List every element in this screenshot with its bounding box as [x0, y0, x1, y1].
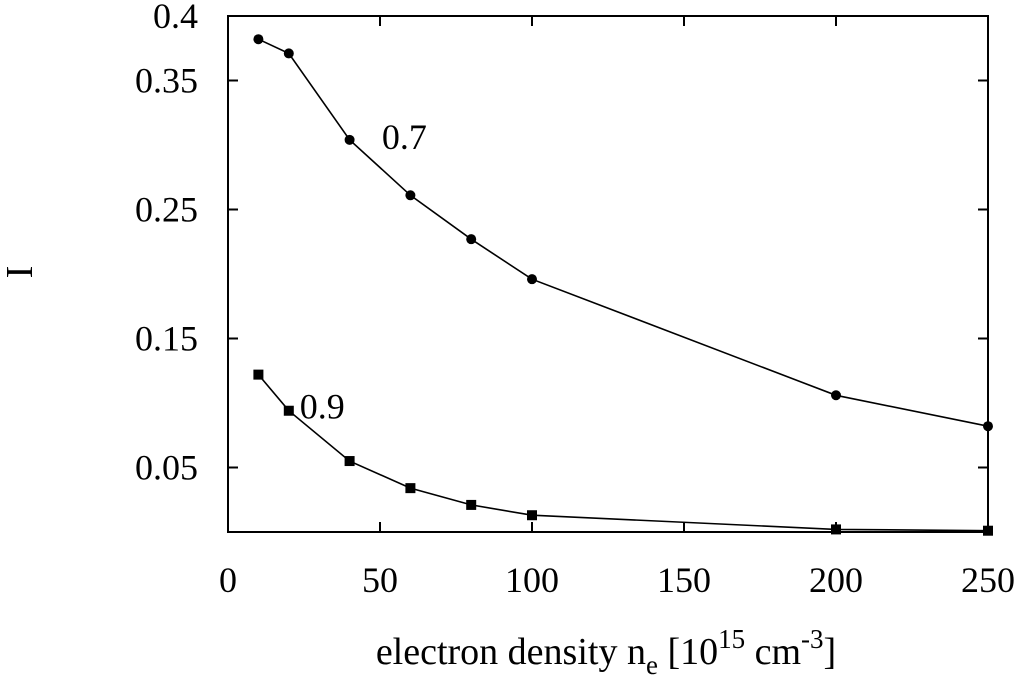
y-tick-label: 0.35 [135, 61, 198, 101]
data-point [344, 134, 355, 145]
axis-tick-labels: 0 50 100 150 200 250 0.05 0.15 0.25 0.35 0.4 [135, 0, 1015, 600]
series-line [257, 374, 989, 532]
data-point [466, 234, 477, 245]
data-series [253, 34, 993, 536]
data-point [831, 390, 841, 401]
data-point [983, 421, 993, 432]
x-tick-label: 150 [657, 560, 711, 600]
x-tick-label: 100 [505, 560, 559, 600]
data-point [283, 405, 294, 416]
axis-ticks [227, 15, 989, 532]
series-annotations: 0.7 0.9 [300, 117, 427, 427]
y-axis-label: I [0, 266, 41, 279]
data-point [831, 524, 841, 535]
data-point [405, 190, 416, 201]
data-point [466, 499, 477, 510]
plot-area [227, 15, 989, 533]
plot-frame [227, 15, 989, 533]
data-point [527, 510, 537, 521]
data-point [405, 483, 416, 494]
x-tick-label: 250 [961, 560, 1015, 600]
y-tick-label: 0.4 [153, 0, 198, 36]
data-point [344, 456, 355, 467]
series-1 [253, 34, 993, 432]
series-2 [253, 369, 993, 536]
data-point [253, 369, 264, 380]
x-tick-label: 0 [219, 560, 237, 600]
data-point [983, 525, 993, 536]
data-point [283, 48, 294, 59]
x-axis-label: electron density ne [1015 cm-3] [376, 624, 836, 676]
series-annotation: 0.9 [300, 386, 345, 426]
x-tick-label: 200 [809, 560, 863, 600]
data-point [527, 274, 537, 285]
series-annotation: 0.7 [382, 117, 427, 157]
x-tick-label: 50 [362, 560, 398, 600]
series-line [258, 38, 989, 427]
y-tick-label: 0.15 [135, 319, 198, 359]
y-tick-label: 0.05 [135, 448, 198, 488]
data-point [253, 34, 264, 45]
y-tick-label: 0.25 [135, 190, 198, 230]
